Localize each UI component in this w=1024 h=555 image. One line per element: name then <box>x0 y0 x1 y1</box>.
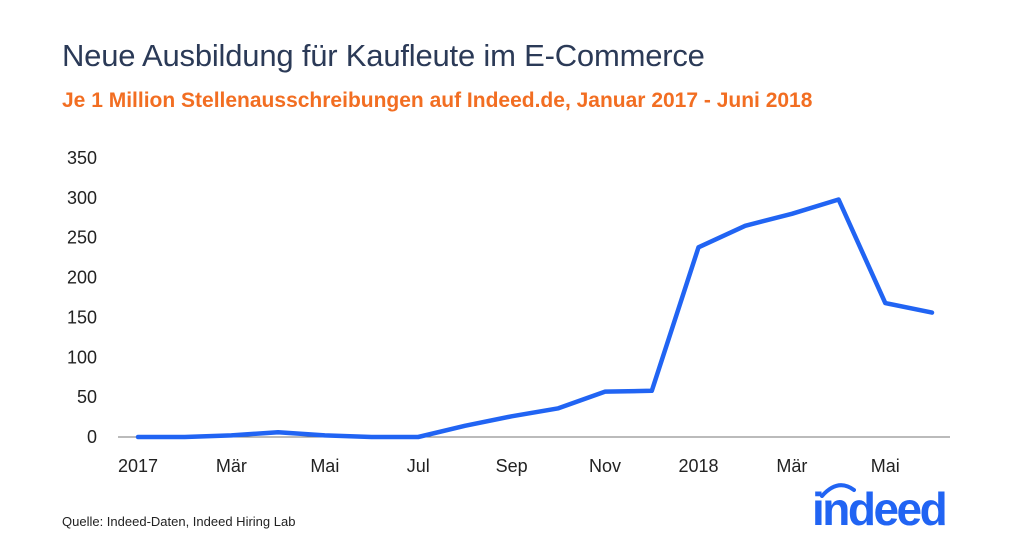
data-point <box>883 301 887 305</box>
x-tick-label: Mai <box>871 456 900 476</box>
data-point <box>930 311 934 315</box>
data-point <box>790 212 794 216</box>
data-point <box>416 435 420 439</box>
x-tick-label: 2017 <box>118 456 158 476</box>
x-tick-label: Sep <box>496 456 528 476</box>
x-tick-label: Nov <box>589 456 621 476</box>
data-point <box>370 435 374 439</box>
x-tick-label: Mai <box>310 456 339 476</box>
data-point <box>183 435 187 439</box>
data-point <box>276 430 280 434</box>
logo-arc-icon <box>820 483 856 498</box>
data-point <box>463 424 467 428</box>
chart-title: Neue Ausbildung für Kaufleute im E-Comme… <box>62 38 705 73</box>
data-point <box>510 414 514 418</box>
x-tick-label: Mär <box>776 456 807 476</box>
series-layer <box>135 197 935 440</box>
y-tick-label: 0 <box>87 427 97 447</box>
series-line <box>135 197 935 440</box>
x-axis-tick-labels: 2017 Mär Mai Jul Sep Nov 2018 Mär Mai <box>118 456 900 476</box>
y-tick-label: 200 <box>67 268 97 288</box>
chart-subtitle: Je 1 Million Stellenausschreibungen auf … <box>62 89 813 112</box>
y-axis-tick-labels: 0 50 100 150 200 250 300 350 <box>67 148 97 447</box>
y-tick-label: 100 <box>67 347 97 367</box>
source-note: Quelle: Indeed-Daten, Indeed Hiring Lab <box>62 514 296 529</box>
x-tick-label: Mär <box>216 456 247 476</box>
x-tick-label: Jul <box>407 456 430 476</box>
y-tick-label: 300 <box>67 188 97 208</box>
y-tick-label: 150 <box>67 307 97 327</box>
logo-text: indeed <box>812 483 948 535</box>
data-point <box>136 435 140 439</box>
y-tick-label: 50 <box>77 387 97 407</box>
data-point <box>323 433 327 437</box>
data-point <box>603 390 607 394</box>
data-point <box>696 245 700 249</box>
data-point <box>650 389 654 393</box>
data-point <box>229 433 233 437</box>
x-tick-label: 2018 <box>678 456 718 476</box>
indeed-logo: indeed <box>812 483 972 538</box>
data-point <box>837 197 841 201</box>
y-tick-label: 350 <box>67 148 97 168</box>
y-tick-label: 250 <box>67 228 97 248</box>
data-point <box>743 224 747 228</box>
data-point <box>556 406 560 410</box>
